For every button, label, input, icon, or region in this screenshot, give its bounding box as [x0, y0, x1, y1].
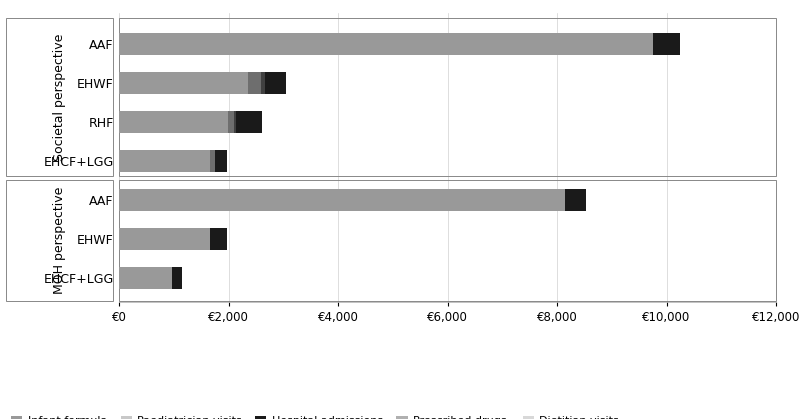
Bar [265, 72, 286, 93]
Bar [119, 72, 248, 93]
Bar [653, 33, 680, 54]
Bar [6, 18, 114, 176]
Bar [210, 228, 226, 250]
Bar [119, 267, 172, 289]
Bar [261, 72, 265, 93]
Bar [119, 33, 653, 54]
Bar [119, 111, 228, 133]
Bar [172, 267, 182, 289]
Bar [119, 18, 776, 176]
Bar [566, 189, 586, 211]
Bar [119, 180, 776, 301]
Bar [210, 150, 215, 172]
Bar [119, 189, 566, 211]
Bar [6, 180, 114, 301]
Bar [215, 150, 226, 172]
Bar [119, 228, 210, 250]
Text: Societal perspective: Societal perspective [53, 33, 66, 160]
Bar [248, 72, 261, 93]
Bar [228, 111, 234, 133]
Text: MOH perspective: MOH perspective [53, 187, 66, 295]
Bar [237, 111, 262, 133]
Bar [234, 111, 237, 133]
Legend: Infant formula, Diet, Paediatrician visits, Diagnostics, Hospital admissions, Sp: Infant formula, Diet, Paediatrician visi… [6, 412, 624, 419]
Bar [119, 150, 210, 172]
